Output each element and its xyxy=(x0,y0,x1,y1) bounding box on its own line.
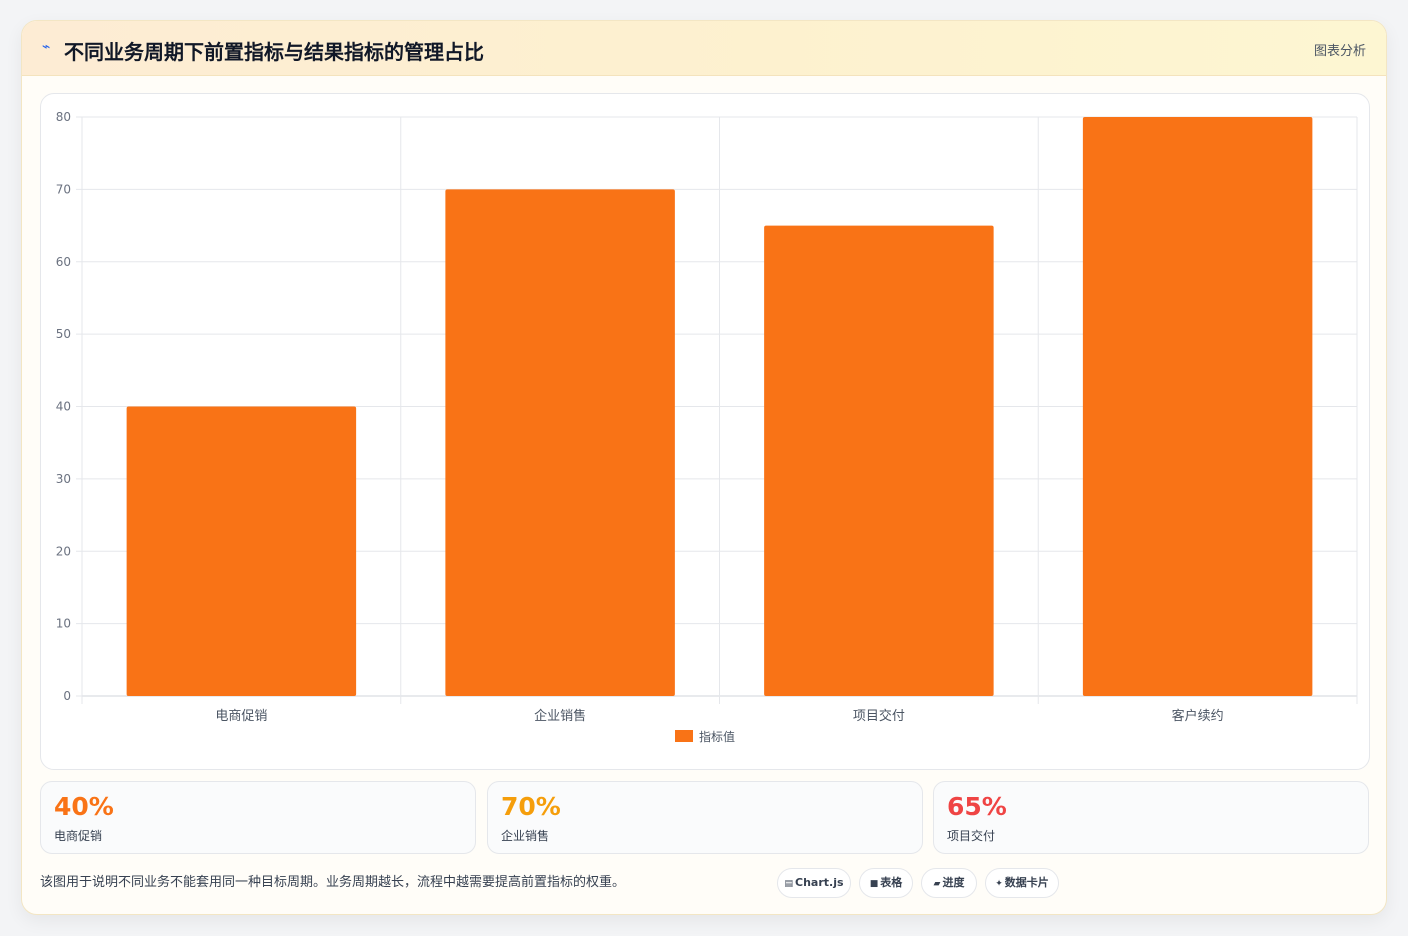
chip-label: 数据卡片 xyxy=(1004,876,1049,889)
stat-card-3: 65% 项目交付 xyxy=(933,781,1369,854)
stat-label: 企业销售 xyxy=(501,829,550,843)
y-tick-label: 30 xyxy=(56,472,71,486)
stat-value: 65% xyxy=(947,792,1007,821)
chip-label: Chart.js xyxy=(795,876,844,889)
y-tick-label: 60 xyxy=(56,255,71,269)
x-tick-label: 电商促销 xyxy=(215,709,267,724)
chip-label: 进度 xyxy=(942,876,965,889)
legend-label: 指标值 xyxy=(699,729,735,744)
table-icon: ■ xyxy=(869,879,879,889)
stat-label: 项目交付 xyxy=(947,829,996,843)
legend-swatch xyxy=(675,730,693,742)
y-tick-label: 40 xyxy=(56,400,71,414)
x-tick-label: 客户续约 xyxy=(1172,708,1224,724)
y-tick-label: 50 xyxy=(56,327,71,341)
chip-progress[interactable]: ▰ 进度 xyxy=(921,868,977,898)
progress-icon: ▰ xyxy=(933,879,941,889)
y-tick-label: 80 xyxy=(56,110,71,124)
sparkle-icon: ✦ xyxy=(995,879,1003,889)
stat-value: 40% xyxy=(54,792,114,821)
chip-table[interactable]: ■ 表格 xyxy=(859,868,913,898)
bar-4 xyxy=(1082,117,1313,696)
y-tick-label: 10 xyxy=(56,617,71,631)
y-tick-label: 20 xyxy=(56,544,71,558)
bar-1 xyxy=(126,406,357,696)
chip-chartjs[interactable]: ▤ Chart.js xyxy=(777,868,851,898)
bar-2 xyxy=(445,189,675,696)
header-tag: 图表分析 xyxy=(1313,44,1366,59)
stat-card-2: 70% 企业销售 xyxy=(487,781,923,854)
footer-note: 该图用于说明不同业务不能套用同一种目标周期。业务周期越长，流程中越需要提高前置指… xyxy=(40,875,626,890)
chart-line-icon: ⌁ xyxy=(42,39,51,55)
stat-label: 电商促销 xyxy=(54,829,103,843)
x-tick-label: 企业销售 xyxy=(534,708,586,724)
bar-3 xyxy=(764,225,994,696)
stat-card-1: 40% 电商促销 xyxy=(40,781,476,854)
chart-icon: ▤ xyxy=(784,879,793,889)
y-tick-label: 0 xyxy=(63,689,71,703)
chart-card: ⌁ 不同业务周期下前置指标与结果指标的管理占比 图表分析 0 10 20 30 40 50… xyxy=(21,20,1387,915)
chip-label: 表格 xyxy=(880,876,903,889)
stat-value: 70% xyxy=(501,792,561,821)
chip-data-card[interactable]: ✦ 数据卡片 xyxy=(985,868,1059,898)
y-tick-label: 70 xyxy=(56,182,71,196)
card-header: ⌁ 不同业务周期下前置指标与结果指标的管理占比 图表分析 xyxy=(22,21,1386,76)
chart-panel: 0 10 20 30 40 50 60 70 80 电商促销 企业销售 项目交付 客户续约指标值 xyxy=(40,93,1370,770)
x-tick-label: 项目交付 xyxy=(853,708,905,724)
page-title: 不同业务周期下前置指标与结果指标的管理占比 xyxy=(64,40,484,64)
